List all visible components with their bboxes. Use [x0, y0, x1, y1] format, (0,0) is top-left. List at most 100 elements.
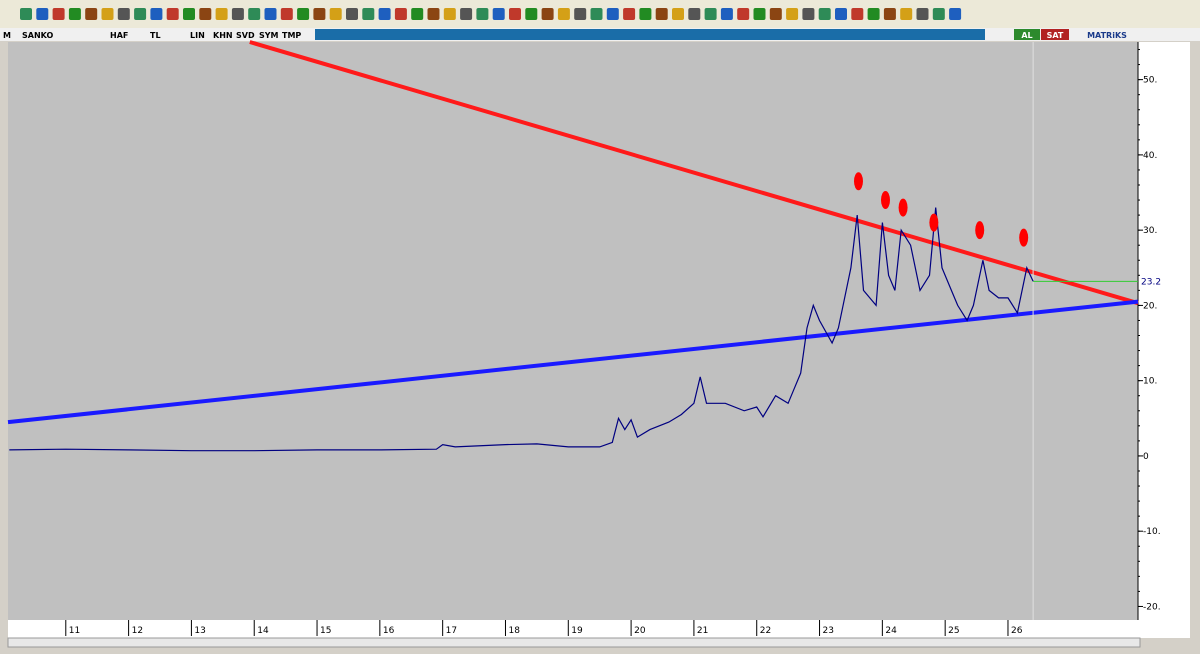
tool-icon[interactable] [134, 8, 147, 20]
buy-label[interactable]: AL [1021, 31, 1032, 40]
tool-icon[interactable] [313, 8, 326, 20]
peak-marker [880, 191, 890, 210]
y-tick-label: 0 [1143, 452, 1149, 462]
trend-line [249, 40, 1139, 306]
tool-icon[interactable] [68, 8, 81, 20]
tool-icon[interactable] [818, 8, 831, 20]
tool-icon[interactable] [655, 8, 668, 20]
x-tick-label: 23 [823, 626, 834, 636]
tool-icon[interactable] [329, 8, 342, 20]
tool-icon[interactable] [851, 8, 864, 20]
tool-icon[interactable] [297, 8, 310, 20]
y-tick-label: 10. [1143, 377, 1157, 387]
toolbar-button[interactable]: SYM [259, 31, 279, 40]
tool-icon[interactable] [769, 8, 782, 20]
peak-marker [853, 172, 863, 191]
tool-icon[interactable] [704, 8, 717, 20]
toolbar-button[interactable]: TMP [282, 31, 301, 40]
brand: MATRiKS [1087, 31, 1127, 40]
sell-label[interactable]: SAT [1047, 31, 1064, 40]
x-tick-label: 13 [194, 626, 205, 636]
tool-icon[interactable] [900, 8, 913, 20]
tool-icon[interactable] [720, 8, 733, 20]
tool-icon[interactable] [541, 8, 554, 20]
peak-marker [929, 213, 939, 232]
x-tick-label: 18 [508, 626, 520, 636]
tool-icon[interactable] [606, 8, 619, 20]
x-tick-label: 26 [1011, 626, 1023, 636]
toolbar-button[interactable]: LIN [190, 31, 205, 40]
tool-icon[interactable] [231, 8, 244, 20]
x-tick-label: 12 [132, 626, 143, 636]
tool-icon[interactable] [166, 8, 179, 20]
tool-icon[interactable] [101, 8, 114, 20]
tool-icon[interactable] [835, 8, 847, 20]
tool-icon[interactable] [557, 8, 570, 20]
toolbar-button[interactable]: TL [150, 31, 161, 40]
tool-icon[interactable] [215, 8, 228, 20]
tool-icon[interactable] [248, 8, 261, 20]
y-tick-label: -20. [1143, 602, 1161, 612]
tool-icon[interactable] [394, 8, 407, 20]
x-axis-panel [8, 620, 1190, 638]
peak-marker [898, 198, 908, 217]
tool-icon[interactable] [52, 8, 65, 20]
toolbar-button[interactable]: SVD [236, 31, 255, 40]
tool-icon[interactable] [802, 8, 815, 20]
tool-icon[interactable] [427, 8, 440, 20]
tool-icon[interactable] [916, 8, 929, 20]
toolbar-button[interactable]: HAF [110, 31, 128, 40]
x-tick-label: 15 [320, 626, 331, 636]
tool-icon[interactable] [949, 8, 962, 20]
tool-icon[interactable] [786, 8, 799, 20]
x-tick-label: 17 [446, 626, 457, 636]
x-tick-label: 21 [697, 626, 708, 636]
tool-icon[interactable] [264, 8, 277, 20]
tool-icon[interactable] [525, 8, 538, 20]
peak-marker [975, 221, 985, 240]
tool-icon[interactable] [117, 8, 130, 20]
tool-icon[interactable] [623, 8, 636, 20]
tool-icon[interactable] [753, 8, 766, 20]
sell-button[interactable] [1041, 29, 1069, 40]
price-line [9, 207, 1034, 452]
tool-icon[interactable] [362, 8, 375, 20]
tool-icon[interactable] [36, 8, 49, 20]
tool-icon[interactable] [346, 8, 358, 20]
y-tick-label: 50. [1143, 76, 1157, 86]
tool-icon[interactable] [492, 8, 505, 20]
tool-icon[interactable] [672, 8, 684, 20]
tool-icon[interactable] [867, 8, 880, 20]
tool-icon[interactable] [85, 8, 98, 20]
tool-icon[interactable] [460, 8, 473, 20]
info-strip [315, 29, 985, 40]
tool-icon[interactable] [883, 8, 896, 20]
toolbar-button[interactable]: KHN [213, 31, 233, 40]
tool-icon[interactable] [590, 8, 603, 20]
tool-icon[interactable] [20, 8, 32, 20]
tool-icon[interactable] [443, 8, 456, 20]
tool-icon[interactable] [150, 8, 163, 20]
trend-line [7, 299, 1139, 425]
tool-icon[interactable] [183, 8, 195, 20]
tool-icon[interactable] [199, 8, 212, 20]
tool-icon[interactable] [688, 8, 701, 20]
tool-icon[interactable] [378, 8, 391, 20]
tool-icon[interactable] [737, 8, 750, 20]
symbol[interactable]: SANKO [22, 31, 53, 40]
plot-area [8, 42, 1138, 620]
tool-icon[interactable] [476, 8, 489, 20]
tool-icon[interactable] [639, 8, 652, 20]
tool-icon[interactable] [280, 8, 293, 20]
x-tick-label: 24 [885, 626, 897, 636]
x-tick-label: 16 [383, 626, 395, 636]
tool-icon[interactable] [574, 8, 587, 20]
tool-icon[interactable] [932, 8, 945, 20]
tool-icon[interactable] [411, 8, 424, 20]
y-tick-label: 40. [1143, 151, 1157, 161]
buy-button[interactable] [1014, 29, 1040, 40]
scrollbar[interactable] [7, 637, 1141, 648]
y-tick-label: 20. [1143, 301, 1157, 311]
tool-icon[interactable] [509, 8, 521, 20]
